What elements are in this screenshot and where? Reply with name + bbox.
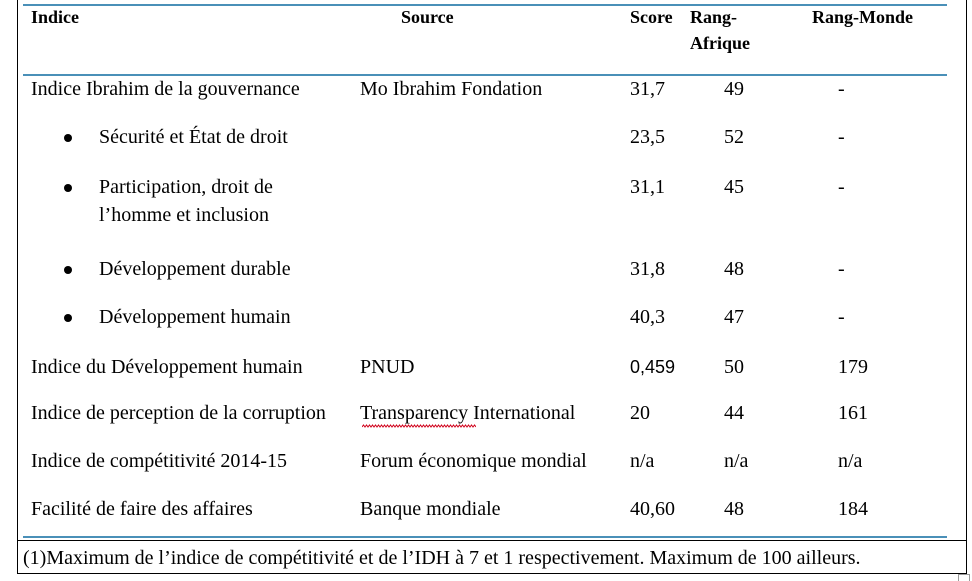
row-rang-afrique: 47 [724, 306, 744, 328]
row-indice-line2: l’homme et inclusion [99, 204, 269, 226]
row-score: 31,1 [630, 176, 665, 198]
header-rang-afrique-line2: Afrique [690, 33, 750, 53]
row-rang-afrique: 48 [724, 498, 744, 520]
row-score: 0,459 [630, 357, 676, 377]
row-indice: Indice du Développement humain [31, 356, 303, 378]
row-rang-monde: 179 [838, 356, 868, 378]
row-indice: Indice Ibrahim de la gouvernance [31, 78, 300, 100]
row-source: PNUD [360, 356, 415, 378]
bullet-icon [64, 134, 72, 142]
spellcheck-underline [362, 424, 476, 428]
row-rang-afrique: 48 [724, 258, 744, 280]
row-source: Forum économique mondial [360, 450, 587, 472]
row-score: 23,5 [630, 126, 665, 148]
row-rang-afrique: 45 [724, 176, 744, 198]
page-corner-mark [958, 574, 970, 581]
frame-bottom-border [17, 573, 967, 574]
table-header-rule [23, 74, 947, 76]
row-indice-line1: Participation, droit de [99, 176, 273, 198]
frame-left-border [17, 0, 18, 574]
frame-right-border [966, 0, 967, 574]
row-rang-afrique: 44 [724, 402, 744, 424]
row-indice: Facilité de faire des affaires [31, 498, 253, 520]
table-bottom-rule [23, 536, 947, 538]
row-rang-monde: 161 [838, 402, 868, 424]
row-rang-afrique: 49 [724, 78, 744, 100]
row-source: Mo Ibrahim Fondation [360, 78, 543, 100]
row-indice: Indice de perception de la corruption [31, 402, 326, 424]
row-score: 40,3 [630, 306, 665, 328]
row-source: Banque mondiale [360, 498, 501, 520]
bullet-icon [64, 266, 72, 274]
bullet-icon [64, 314, 72, 322]
row-score: 31,7 [630, 78, 665, 100]
footnote-divider [17, 540, 967, 541]
row-rang-monde: - [838, 258, 845, 280]
row-rang-monde: - [838, 78, 845, 100]
table-top-rule [23, 4, 947, 6]
row-indice: Indice de compétitivité 2014-15 [31, 450, 288, 472]
header-rang-monde: Rang-Monde [812, 7, 914, 27]
header-indice: Indice [31, 7, 80, 27]
bullet-icon [64, 184, 72, 192]
row-rang-afrique: 52 [724, 126, 744, 148]
row-score: 40,60 [630, 498, 675, 520]
row-indice: Sécurité et État de droit [99, 126, 288, 148]
row-rang-afrique: 50 [724, 356, 744, 378]
row-rang-monde: - [838, 306, 845, 328]
header-source: Source [401, 7, 454, 27]
row-rang-monde: n/a [838, 450, 863, 472]
row-rang-monde: - [838, 176, 845, 198]
row-score: 31,8 [630, 258, 665, 280]
row-indice: Développement durable [99, 258, 291, 280]
row-indice: Développement humain [99, 306, 291, 328]
header-score: Score [630, 7, 673, 27]
row-source: Transparency International [360, 402, 576, 424]
row-rang-monde: - [838, 126, 845, 148]
footnote: (1)Maximum de l’indice de compétitivité … [23, 547, 861, 569]
header-rang-afrique-line1: Rang- [690, 7, 738, 27]
row-score: 20 [630, 402, 650, 424]
row-score: n/a [630, 450, 655, 472]
row-rang-afrique: n/a [724, 450, 749, 472]
row-rang-monde: 184 [838, 498, 868, 520]
